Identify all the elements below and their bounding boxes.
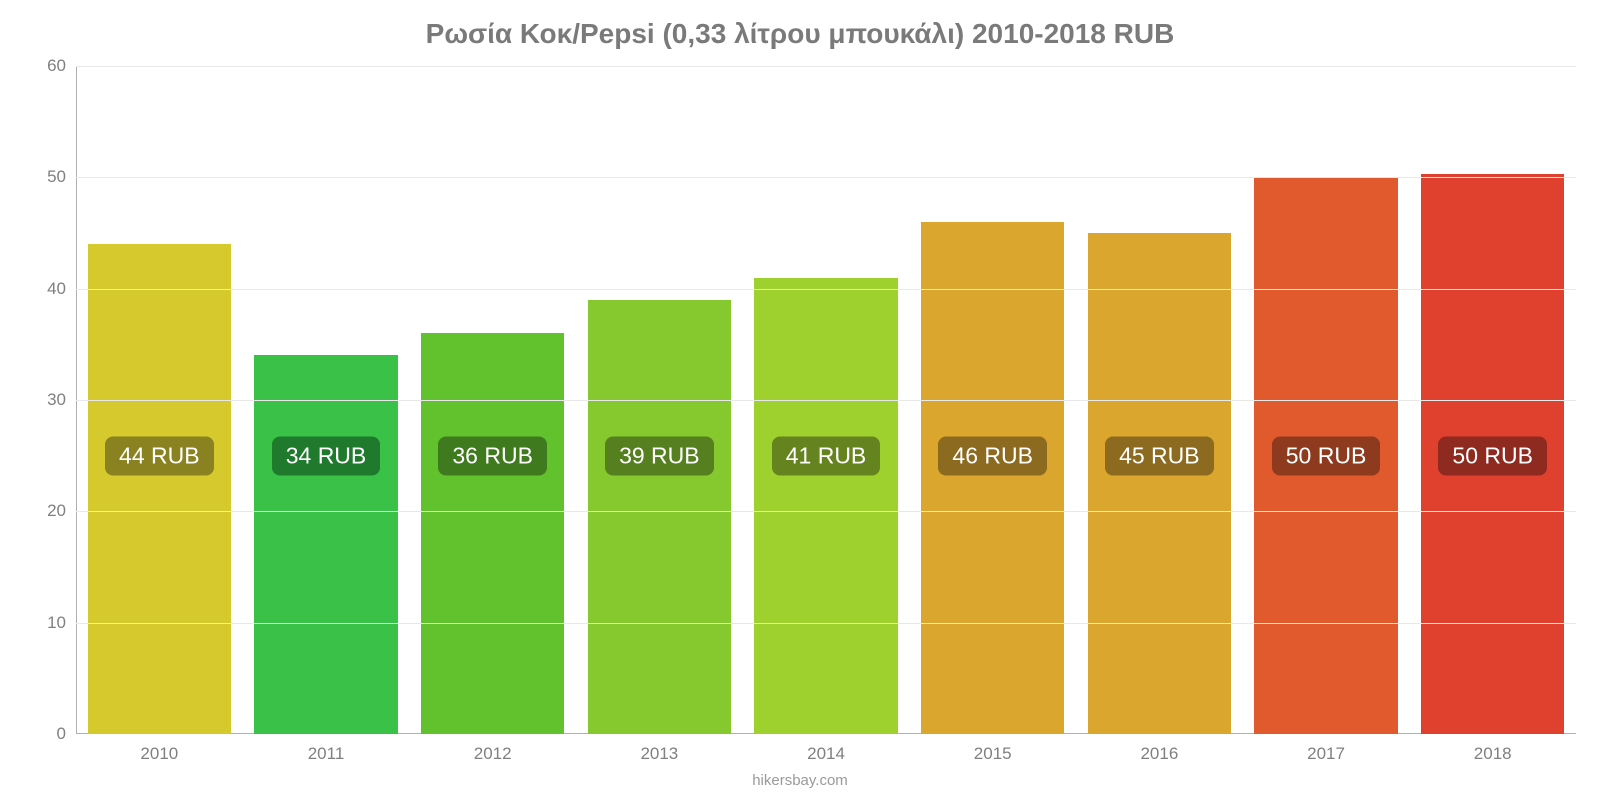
y-gridline	[76, 400, 1576, 401]
attribution-text: hikersbay.com	[0, 772, 1600, 789]
x-tick-label: 2014	[743, 744, 910, 764]
bar: 50 RUB	[1254, 177, 1397, 734]
chart-title: Ρωσία Κοκ/Pepsi (0,33 λίτρου μπουκάλι) 2…	[0, 0, 1600, 50]
x-axis-labels: 201020112012201320142015201620172018	[76, 744, 1576, 764]
bar: 41 RUB	[754, 278, 897, 734]
x-tick-label: 2010	[76, 744, 243, 764]
bar: 50 RUB	[1421, 174, 1564, 734]
bar: 34 RUB	[254, 355, 397, 734]
y-tick-label: 30	[26, 390, 66, 410]
y-gridline	[76, 66, 1576, 67]
bar-value-label: 50 RUB	[1438, 436, 1547, 475]
bar: 46 RUB	[921, 222, 1064, 734]
y-tick-label: 20	[26, 501, 66, 521]
x-tick-label: 2018	[1409, 744, 1576, 764]
y-tick-label: 10	[26, 613, 66, 633]
bar-value-label: 41 RUB	[772, 436, 881, 475]
chart-container: Ρωσία Κοκ/Pepsi (0,33 λίτρου μπουκάλι) 2…	[0, 0, 1600, 800]
bar: 39 RUB	[588, 300, 731, 734]
y-tick-label: 50	[26, 167, 66, 187]
bar: 36 RUB	[421, 333, 564, 734]
y-tick-label: 40	[26, 279, 66, 299]
y-tick-label: 60	[26, 56, 66, 76]
bar-value-label: 34 RUB	[272, 436, 381, 475]
x-tick-label: 2016	[1076, 744, 1243, 764]
x-tick-label: 2012	[409, 744, 576, 764]
x-tick-label: 2013	[576, 744, 743, 764]
x-tick-label: 2017	[1243, 744, 1410, 764]
y-tick-label: 0	[26, 724, 66, 744]
bar: 45 RUB	[1088, 233, 1231, 734]
x-tick-label: 2015	[909, 744, 1076, 764]
y-gridline	[76, 511, 1576, 512]
y-gridline	[76, 623, 1576, 624]
bar-value-label: 44 RUB	[105, 436, 214, 475]
bar-value-label: 50 RUB	[1272, 436, 1381, 475]
bar-value-label: 46 RUB	[938, 436, 1047, 475]
bar-value-label: 45 RUB	[1105, 436, 1214, 475]
bar: 44 RUB	[88, 244, 231, 734]
y-gridline	[76, 177, 1576, 178]
x-tick-label: 2011	[243, 744, 410, 764]
bar-value-label: 36 RUB	[438, 436, 547, 475]
y-gridline	[76, 289, 1576, 290]
bar-value-label: 39 RUB	[605, 436, 714, 475]
plot-area: 44 RUB 34 RUB 36 RUB 39 RUB 41 RUB 46 RUB 45 R…	[76, 66, 1576, 734]
